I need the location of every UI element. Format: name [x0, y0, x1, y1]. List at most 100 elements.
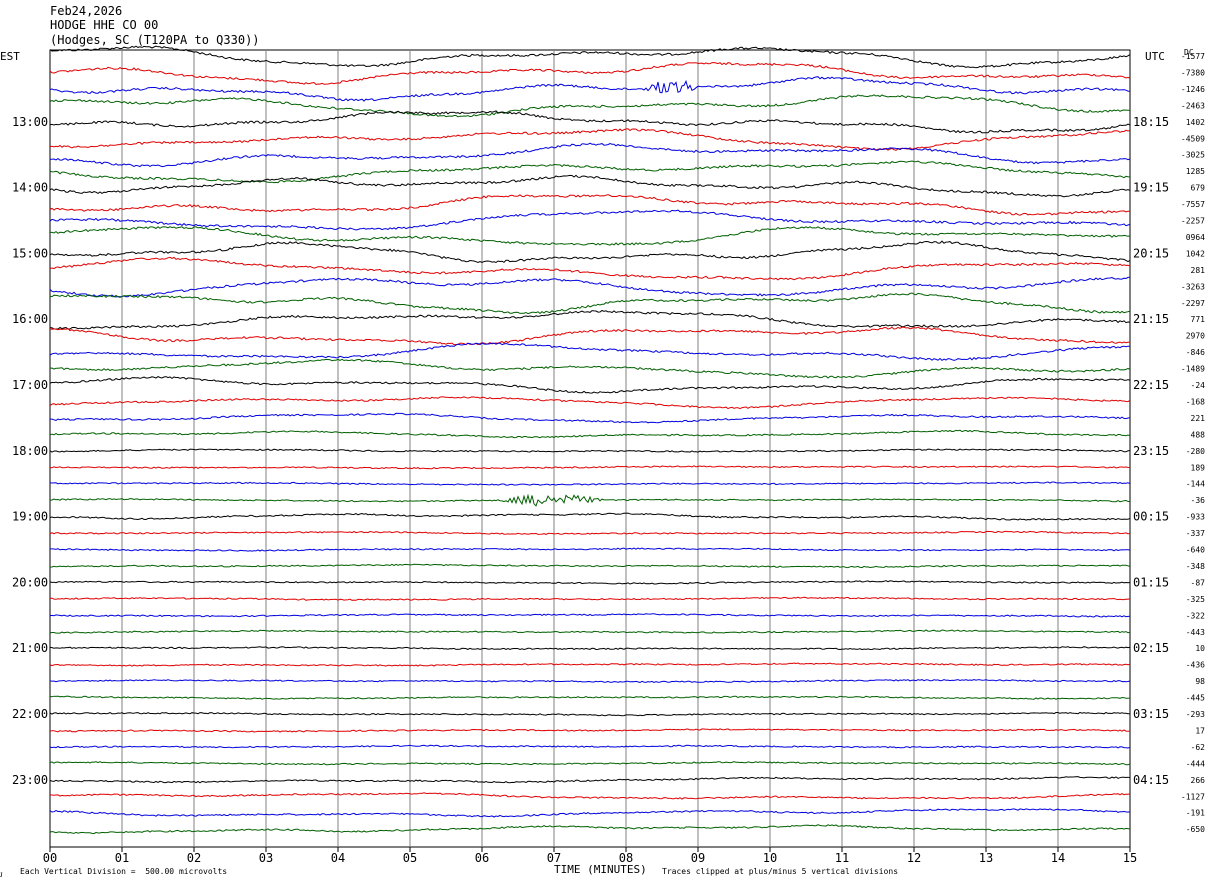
- dc-offset-label: -3025: [1181, 151, 1205, 160]
- dc-offset-label: 17: [1195, 726, 1205, 735]
- dc-offset-label: 221: [1191, 414, 1206, 423]
- trace-row: [49, 646, 1131, 651]
- trace-row: [49, 695, 1131, 700]
- trace-row: [50, 547, 1131, 552]
- trace-row: [49, 326, 1131, 346]
- dc-offset-label: 1042: [1186, 249, 1205, 258]
- trace-row: [49, 110, 1131, 134]
- dc-offset-label: -293: [1186, 710, 1205, 719]
- dc-offset-label: -3263: [1181, 282, 1205, 291]
- trace-row: [49, 142, 1131, 168]
- dc-offset-label: -445: [1186, 694, 1205, 703]
- trace-row: [49, 776, 1131, 784]
- est-hour-label: 19:00: [12, 510, 48, 524]
- est-label: EST: [0, 50, 20, 63]
- dc-offset-label: -144: [1186, 480, 1205, 489]
- plot-date: Feb24,2026: [50, 4, 123, 18]
- est-hour-label: 21:00: [12, 641, 48, 655]
- trace-row: [49, 613, 1131, 618]
- dc-offset-label: -87: [1191, 578, 1206, 587]
- dc-offset-label: 488: [1191, 430, 1206, 439]
- utc-hour-label: 04:15: [1133, 773, 1169, 787]
- utc-hour-label: 18:15: [1133, 115, 1169, 129]
- dc-offset-label: 679: [1191, 184, 1206, 193]
- est-hour-label: 22:00: [12, 707, 48, 721]
- trace-row: [49, 728, 1131, 733]
- trace-row: [49, 629, 1131, 634]
- trace-row: [49, 128, 1131, 151]
- trace-row: [49, 711, 1131, 717]
- est-hour-label: 18:00: [12, 444, 48, 458]
- x-tick-label: 09: [691, 851, 705, 865]
- est-hour-label: 13:00: [12, 115, 48, 129]
- dc-offset-label: 1285: [1186, 167, 1205, 176]
- dc-offset-label: -650: [1186, 825, 1205, 834]
- dc-offset-label: -191: [1186, 809, 1205, 818]
- trace-row: [49, 292, 1131, 315]
- x-axis-title: TIME (MINUTES): [554, 863, 647, 876]
- utc-hour-label: 00:15: [1133, 510, 1169, 524]
- dc-offset-label: -24: [1191, 381, 1206, 390]
- utc-hour-label: 02:15: [1133, 641, 1169, 655]
- x-tick-label: 14: [1051, 851, 1065, 865]
- trace-row: [49, 465, 1131, 470]
- dc-offset-label: -322: [1186, 611, 1205, 620]
- dc-offset-label: -168: [1186, 397, 1205, 406]
- plot-frame: [49, 49, 1131, 848]
- dc-offset-label: -1127: [1181, 792, 1205, 801]
- dc-offset-label: -2463: [1181, 101, 1205, 110]
- utc-hour-label: 03:15: [1133, 707, 1169, 721]
- dc-offset-label: -2257: [1181, 217, 1205, 226]
- x-tick-label: 04: [331, 851, 345, 865]
- dc-offset-label: -62: [1191, 743, 1206, 752]
- dc-offset-label: 10: [1195, 644, 1205, 653]
- dc-offset-label: 189: [1191, 463, 1206, 472]
- dc-offset-label: 266: [1191, 776, 1206, 785]
- trace-row: [49, 662, 1131, 667]
- x-tick-label: 05: [403, 851, 417, 865]
- est-hour-label: 23:00: [12, 773, 48, 787]
- dc-offset-label: -325: [1186, 595, 1205, 604]
- trace-row: [49, 276, 1131, 298]
- x-tick-label: 11: [835, 851, 849, 865]
- dc-offset-label: -444: [1186, 759, 1205, 768]
- trace-row: [49, 481, 1131, 486]
- x-tick-label: 06: [475, 851, 489, 865]
- dc-offset-label: -280: [1186, 447, 1205, 456]
- x-tick-label: 00: [43, 851, 57, 865]
- trace-row: [49, 160, 1131, 184]
- dc-offset-label: 771: [1191, 315, 1206, 324]
- trace-row: [49, 448, 1131, 453]
- trace-row: [49, 808, 1131, 818]
- trace-row: [49, 792, 1131, 800]
- clip-note: Traces clipped at plus/minus 5 vertical …: [662, 867, 899, 876]
- dc-offset-label: -4509: [1181, 134, 1205, 143]
- x-tick-label: 13: [979, 851, 993, 865]
- station-channel: HODGE HHE CO 00: [50, 18, 159, 32]
- trace-row: [49, 209, 1131, 231]
- dc-offset-label: 2970: [1186, 332, 1205, 341]
- x-tick-label: 10: [763, 851, 777, 865]
- trace-row: [49, 76, 1131, 102]
- trace-row: [49, 174, 1131, 198]
- est-hour-label: 14:00: [12, 181, 48, 195]
- x-tick-label: 01: [115, 851, 129, 865]
- est-hour-label: 16:00: [12, 312, 48, 326]
- trace-row: [49, 824, 1131, 835]
- trace-row: [49, 256, 1131, 281]
- trace-row: [49, 530, 1131, 535]
- est-hour-label: 17:00: [12, 378, 48, 392]
- utc-hour-label: 21:15: [1133, 312, 1169, 326]
- scale-note: Each Vertical Division = 500.00 microvol…: [20, 867, 228, 876]
- trace-row: [50, 309, 1131, 330]
- dc-offset-label: -2297: [1181, 299, 1205, 308]
- est-hour-label: 20:00: [12, 575, 48, 589]
- dc-offset-label: -640: [1186, 546, 1205, 555]
- trace-row: [49, 61, 1131, 86]
- utc-label: UTC: [1145, 50, 1165, 63]
- utc-hour-label: 22:15: [1133, 378, 1169, 392]
- dc-offset-label: 1402: [1186, 118, 1205, 127]
- utc-hour-label: 19:15: [1133, 181, 1169, 195]
- dc-offset-label: -443: [1186, 628, 1205, 637]
